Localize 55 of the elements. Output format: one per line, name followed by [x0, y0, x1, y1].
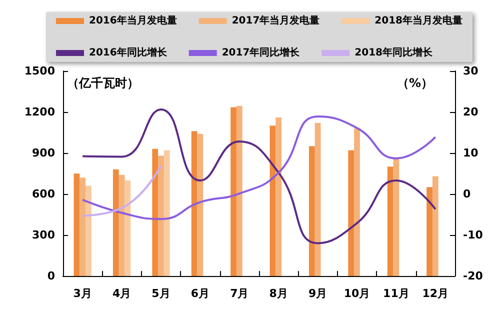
y-tick-label: 1500 — [24, 64, 56, 78]
bar — [86, 186, 92, 276]
bar — [230, 107, 236, 276]
y2-tick-label: 10 — [463, 146, 479, 160]
x-tick-label: 3月 — [73, 287, 92, 300]
bar — [152, 148, 158, 276]
bar — [80, 178, 86, 276]
bar — [348, 150, 354, 276]
y2-tick-label: 0 — [463, 188, 471, 200]
y-tick-label: 0 — [47, 270, 56, 282]
y-axis-title: （亿千瓦时） — [67, 76, 139, 90]
bar — [432, 176, 438, 276]
bar — [308, 146, 315, 276]
x-tick-label: 9月 — [308, 287, 328, 300]
x-tick-label: 8月 — [269, 287, 288, 300]
line-series — [82, 108, 436, 244]
bar — [426, 187, 432, 276]
y-tick-label: 1200 — [24, 106, 56, 118]
bar — [164, 150, 170, 276]
bar — [112, 169, 119, 276]
bar — [276, 117, 282, 276]
legend-label: 2017年当月发电量 — [232, 14, 320, 26]
y2-tick-label: 30 — [463, 64, 479, 78]
legend-label: 2017年同比增长 — [222, 46, 301, 58]
bar — [270, 126, 276, 276]
y-tick-label: 600 — [32, 188, 56, 200]
x-tick-label: 7月 — [230, 287, 249, 300]
legend-label: 2016年当月发电量 — [89, 14, 177, 26]
bar — [354, 128, 360, 276]
bar — [191, 131, 198, 276]
bar — [393, 158, 400, 276]
bar — [74, 174, 80, 276]
y2-tick-label: -10 — [463, 228, 484, 242]
bar — [158, 156, 164, 276]
x-tick-label: 12月 — [422, 287, 449, 300]
x-tick-label: 11月 — [383, 287, 410, 300]
x-tick-label: 5月 — [152, 287, 170, 300]
bar — [197, 134, 204, 276]
y2-tick-label: -20 — [463, 270, 484, 282]
bar — [124, 180, 131, 276]
x-tick-label: 10月 — [344, 287, 370, 300]
bar — [236, 106, 242, 276]
line-series — [82, 116, 436, 220]
bar — [118, 174, 125, 276]
legend-label: 2018年同比增长 — [354, 46, 434, 58]
legend-label: 2016年同比增长 — [89, 46, 168, 58]
y-tick-label: 300 — [32, 228, 56, 242]
bar — [314, 122, 321, 276]
y-tick-label: 900 — [32, 146, 56, 160]
bar — [387, 166, 394, 276]
legend-label: 2018年当月发电量 — [374, 14, 463, 26]
x-tick-label: 6月 — [190, 287, 210, 300]
y2-axis-title: （%） — [396, 76, 434, 90]
x-tick-label: 4月 — [112, 287, 132, 300]
y2-tick-label: 20 — [463, 106, 479, 118]
